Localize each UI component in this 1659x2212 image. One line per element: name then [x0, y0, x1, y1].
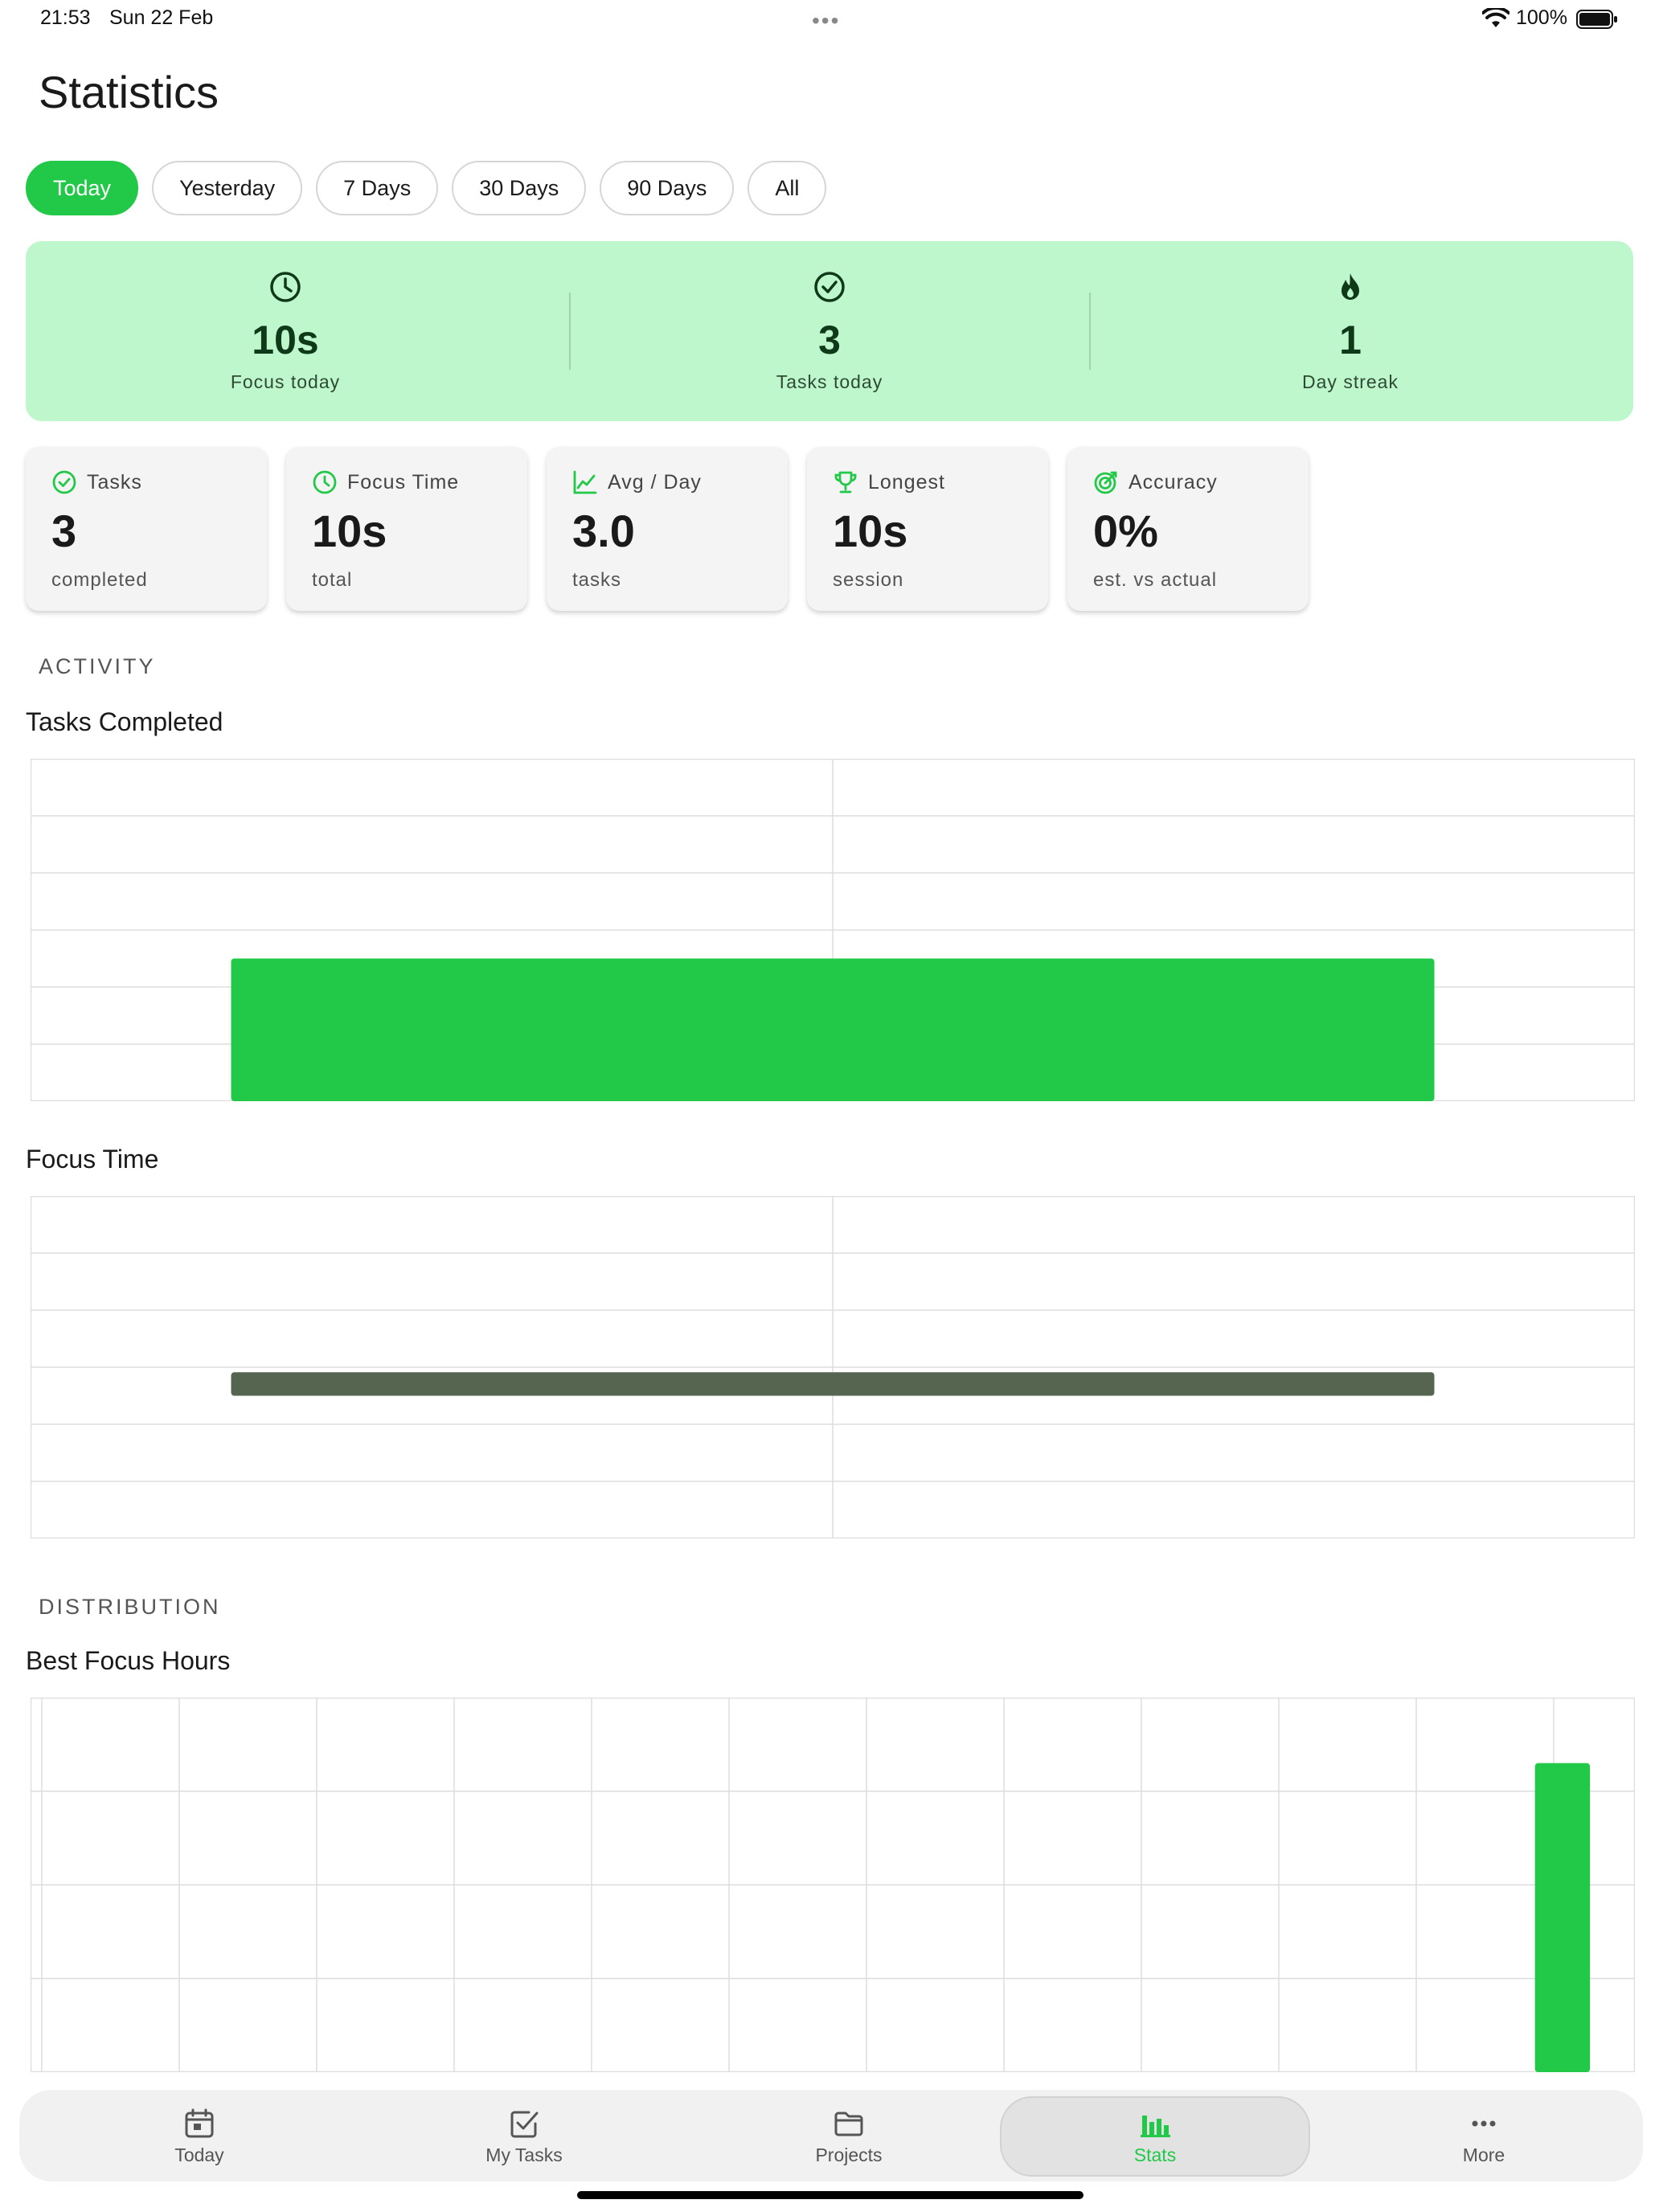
card-title: Accuracy [1129, 471, 1218, 494]
card-subtitle: est. vs actual [1093, 569, 1218, 591]
battery-percent: 100% [1516, 6, 1567, 29]
section-activity: ACTIVITY [39, 654, 156, 678]
bar-chart-icon [1141, 2116, 1170, 2137]
card-value: 3 [51, 506, 77, 556]
card-avg-day[interactable]: Avg / Day 3.0 tasks [547, 447, 788, 611]
card-title: Longest [868, 471, 945, 494]
summary-value: 1 [1339, 317, 1362, 363]
card-longest[interactable]: Longest 10s session [807, 447, 1048, 611]
battery-icon [1576, 10, 1617, 29]
card-value: 10s [833, 506, 908, 556]
trophy-icon [834, 471, 857, 494]
summary-focus-today: 10s Focus today [26, 241, 545, 421]
multitasking-dots-icon[interactable]: ••• [812, 8, 841, 33]
trend-line-icon [573, 470, 597, 494]
more-icon [1472, 2120, 1496, 2127]
card-focus-time[interactable]: Focus Time 10s total [286, 447, 527, 611]
tab-bar: Today My Tasks Projects Stats M [19, 2090, 1643, 2181]
card-title: Avg / Day [608, 471, 702, 494]
tab-label: Projects [815, 2144, 883, 2165]
divider [569, 293, 571, 370]
home-indicator[interactable] [577, 2191, 1083, 2199]
focus-time-chart [31, 1196, 1635, 1538]
card-title: Tasks [87, 471, 142, 494]
filter-30-days[interactable]: 30 Days [452, 161, 587, 215]
chart-bar[interactable] [1534, 1763, 1591, 2072]
folder-icon [834, 2112, 863, 2136]
tasks-completed-chart [31, 759, 1635, 1101]
check-circle-icon [52, 470, 76, 494]
summary-label: Focus today [230, 371, 341, 392]
card-value: 3.0 [572, 506, 635, 556]
tab-label: My Tasks [485, 2144, 563, 2165]
status-bar: 21:53 Sun 22 Feb ••• 100% [0, 0, 1659, 39]
summary-value: 10s [252, 317, 319, 363]
chart-title-focus-time: Focus Time [26, 1145, 159, 1174]
card-subtitle: tasks [572, 569, 622, 591]
card-title: Focus Time [347, 471, 460, 494]
chart-title-tasks-completed: Tasks Completed [26, 707, 223, 736]
filter-7-days[interactable]: 7 Days [316, 161, 439, 215]
filter-90-days[interactable]: 90 Days [600, 161, 735, 215]
wifi-icon [1482, 8, 1509, 27]
divider [1089, 293, 1091, 370]
tab-projects[interactable]: Projects [696, 2090, 1002, 2181]
filter-all[interactable]: All [748, 161, 827, 215]
card-subtitle: session [833, 569, 904, 591]
check-circle-icon [814, 272, 845, 302]
summary-day-streak: 1 Day streak [1091, 241, 1610, 421]
checkbox-icon [510, 2111, 539, 2138]
status-time: 21:53 [40, 6, 91, 29]
card-tasks[interactable]: Tasks 3 completed [26, 447, 267, 611]
flame-icon [1342, 273, 1359, 300]
tab-stats[interactable]: Stats [1000, 2090, 1310, 2181]
period-filter: Today Yesterday 7 Days 30 Days 90 Days A… [26, 161, 827, 215]
chart-title-best-focus-hours: Best Focus Hours [26, 1646, 231, 1675]
best-focus-hours-chart [31, 1698, 1635, 2072]
summary-banner: 10s Focus today 3 Tasks today 1 Day stre… [26, 241, 1633, 421]
calendar-icon [185, 2108, 214, 2138]
card-accuracy[interactable]: Accuracy 0% est. vs actual [1067, 447, 1309, 611]
status-date: Sun 22 Feb [109, 6, 214, 29]
card-subtitle: total [312, 569, 353, 591]
page-title: Statistics [39, 67, 219, 117]
summary-label: Day streak [1302, 371, 1399, 392]
filter-yesterday[interactable]: Yesterday [152, 161, 303, 215]
summary-label: Tasks today [776, 371, 883, 392]
card-value: 10s [312, 506, 387, 556]
chart-bar[interactable] [231, 1372, 1435, 1396]
tab-label: More [1462, 2144, 1505, 2165]
card-value: 0% [1093, 506, 1158, 556]
card-subtitle: completed [51, 569, 148, 591]
tab-label: Stats [1133, 2144, 1177, 2165]
clock-icon [313, 470, 337, 494]
summary-tasks-today: 3 Tasks today [570, 241, 1089, 421]
section-distribution: DISTRIBUTION [39, 1595, 221, 1619]
tab-today[interactable]: Today [47, 2090, 352, 2181]
tab-my-tasks[interactable]: My Tasks [371, 2090, 677, 2181]
target-icon [1094, 471, 1117, 494]
clock-icon [270, 272, 301, 302]
summary-value: 3 [818, 317, 841, 363]
filter-today[interactable]: Today [26, 161, 139, 215]
stat-cards: Tasks 3 completed Focus Time 10s total A… [26, 447, 1309, 611]
tab-more[interactable]: More [1331, 2090, 1636, 2181]
chart-bar[interactable] [231, 958, 1435, 1102]
tab-label: Today [174, 2144, 224, 2165]
